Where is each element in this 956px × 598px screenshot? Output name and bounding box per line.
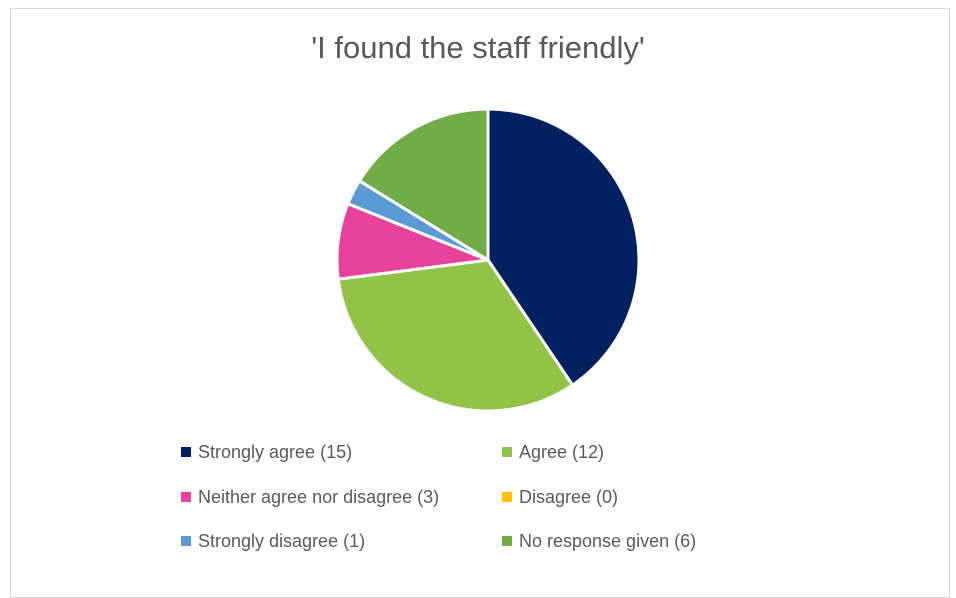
- legend-swatch-2: [502, 447, 512, 457]
- legend-label-3: Neither agree nor disagree (3): [198, 486, 440, 507]
- legend-label-4: Disagree (0): [519, 486, 619, 507]
- pie-chart: [335, 107, 641, 413]
- chart-title: 'I found the staff friendly': [311, 30, 645, 65]
- legend-label-2: Agree (12): [519, 441, 605, 462]
- legend-item-6: No response given (6): [502, 529, 696, 553]
- pie-slice-1: [486, 107, 641, 387]
- legend-item-1: Strongly agree (15): [181, 440, 352, 464]
- pie-slice-6: [357, 107, 490, 262]
- legend-swatch-4: [502, 492, 512, 502]
- pie-slice-2: [336, 258, 575, 413]
- legend-swatch-3: [181, 492, 191, 502]
- legend-label-5: Strongly disagree (1): [198, 530, 366, 551]
- legend-item-3: Neither agree nor disagree (3): [181, 485, 439, 509]
- legend-swatch-5: [181, 536, 191, 546]
- legend-swatch-1: [181, 447, 191, 457]
- legend-label-6: No response given (6): [519, 530, 697, 551]
- legend-item-4: Disagree (0): [502, 485, 618, 509]
- legend-item-2: Agree (12): [502, 440, 604, 464]
- legend-swatch-6: [502, 536, 512, 546]
- legend-label-1: Strongly agree (15): [198, 441, 353, 462]
- legend-item-5: Strongly disagree (1): [181, 529, 365, 553]
